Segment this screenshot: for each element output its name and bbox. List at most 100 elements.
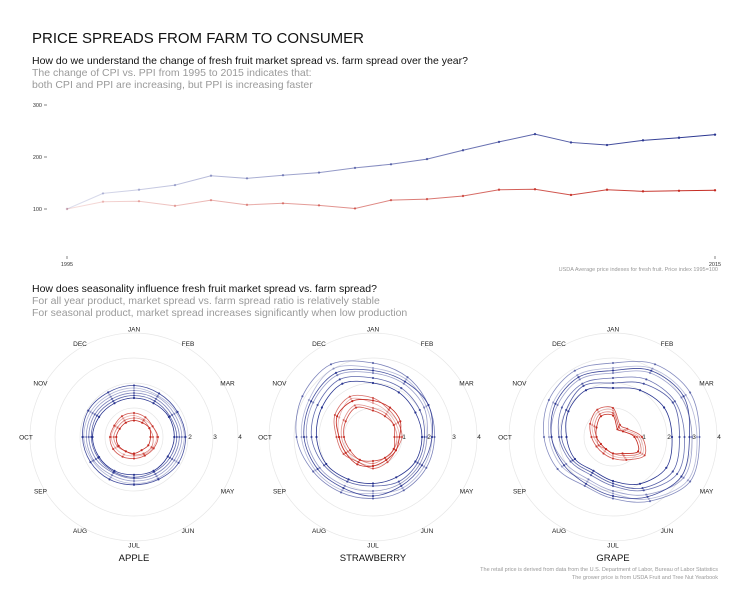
retail-spread-loop-point xyxy=(371,361,375,365)
retail-spread-loop-point xyxy=(312,401,315,404)
line-chart-note: USDA Average price indexes for fresh fru… xyxy=(558,267,718,273)
retail-spread-loop-point xyxy=(325,462,328,466)
grid-ring xyxy=(343,407,403,467)
data-point xyxy=(245,177,249,180)
farm-spread-loop xyxy=(591,408,644,459)
farm-spread-loop-point xyxy=(141,421,144,424)
month-label: OCT xyxy=(498,435,512,442)
month-label: OCT xyxy=(19,435,33,442)
data-point xyxy=(497,188,501,191)
retail-spread-loop-point xyxy=(312,470,315,473)
retail-spread-loop-point xyxy=(646,495,649,498)
retail-spread-loop-point xyxy=(638,482,642,485)
retail-spread-loop-point xyxy=(132,384,136,387)
retail-spread-loop-point xyxy=(401,487,404,490)
month-label: AUG xyxy=(73,528,87,535)
data-point xyxy=(209,174,213,177)
farm-spread-loop-point xyxy=(598,413,601,416)
month-label: AUG xyxy=(552,528,566,535)
retail-spread-loop-point xyxy=(557,435,561,439)
grid-ring xyxy=(79,382,189,492)
month-label: MAR xyxy=(699,381,714,388)
farm-spread-loop-point xyxy=(589,422,592,425)
month-label: DEC xyxy=(312,341,326,348)
retail-spread-loop-point xyxy=(307,398,310,402)
retail-spread-loop-point xyxy=(167,415,170,418)
retail-spread-loop-point xyxy=(347,478,350,481)
farm-spread-loop-point xyxy=(371,462,375,465)
farm-spread-loop-point xyxy=(340,435,343,439)
farm-spread-loop-point xyxy=(395,435,399,439)
retail-spread-loop-point xyxy=(180,435,183,439)
month-label: AUG xyxy=(312,528,326,535)
data-point xyxy=(713,133,717,136)
month-label: DEC xyxy=(73,341,87,348)
retail-spread-loop-point xyxy=(89,461,92,464)
retail-spread-loop-point xyxy=(402,382,405,385)
retail-spread-loop-point xyxy=(371,376,375,380)
retail-spread-loop-point xyxy=(320,406,323,409)
month-label: NOV xyxy=(272,381,287,388)
month-label: DEC xyxy=(552,341,566,348)
data-point xyxy=(317,204,321,207)
farm-spread-loop-point xyxy=(394,422,397,425)
farm-spread-loop-point xyxy=(591,423,594,427)
farm-spread-loop-point xyxy=(371,396,375,400)
farm-spread-loop-point xyxy=(398,435,401,439)
data-point xyxy=(569,141,573,144)
retail-spread-loop-point xyxy=(178,435,181,439)
farm-spread-loop-point xyxy=(371,464,375,468)
farm-spread-loop-point xyxy=(371,401,375,405)
retail-spread-loop-point xyxy=(671,401,674,404)
farm-spread-loop-point xyxy=(349,449,352,452)
month-label: MAY xyxy=(460,489,474,496)
farm-spread-loop-point xyxy=(142,419,145,422)
farm-spread-loop-point xyxy=(617,425,620,429)
farm-spread-loop-point xyxy=(625,458,628,461)
retail-spread-loop-point xyxy=(670,435,674,439)
retail-spread-loop-point xyxy=(683,435,686,439)
data-point xyxy=(425,197,429,201)
farm-spread-loop-point xyxy=(638,435,641,439)
month-label: OCT xyxy=(258,435,272,442)
retail-spread-loop-point xyxy=(542,435,546,439)
retail-spread-loop-point xyxy=(587,478,590,481)
retail-spread-loop-point xyxy=(638,389,642,392)
farm-spread-loop-point xyxy=(346,450,349,453)
month-label: MAR xyxy=(459,381,474,388)
section2-question: How does seasonality influence fresh fru… xyxy=(32,283,377,295)
retail-spread-loop-point xyxy=(175,460,178,463)
retail-spread-loop-point xyxy=(576,374,579,377)
retail-spread-loop-point xyxy=(611,489,615,493)
farm-spread-loop-point xyxy=(611,414,615,417)
month-label: JUN xyxy=(661,528,674,535)
farm-spread-loop-point xyxy=(118,427,121,430)
ring-label: 4 xyxy=(717,434,721,441)
retail-spread-loop-point xyxy=(110,474,114,477)
retail-spread-loop-point xyxy=(334,371,338,374)
retail-spread-loop-point xyxy=(650,369,653,372)
radar-title: GRAPE xyxy=(596,553,629,564)
farm-spread-loop-point xyxy=(122,417,125,420)
retail-spread-loop-point xyxy=(423,406,426,409)
retail-spread-loop-point xyxy=(567,410,570,413)
retail-spread-loop xyxy=(305,371,428,492)
retail-spread-loop-point xyxy=(395,476,398,479)
data-point xyxy=(101,192,105,195)
retail-spread-loop-point xyxy=(310,435,313,439)
retail-spread-loop-point xyxy=(371,484,375,488)
retail-spread-loop-point xyxy=(301,395,304,398)
retail-spread-loop xyxy=(557,376,685,492)
farm-spread-loop-point xyxy=(342,418,345,422)
data-point xyxy=(461,149,465,152)
farm-spread-loop-point xyxy=(358,458,361,461)
data-point xyxy=(173,204,177,208)
farm-spread-loop-point xyxy=(386,461,389,464)
farm-spread-loop-point xyxy=(151,425,154,428)
ring-label: 4 xyxy=(477,434,481,441)
retail-spread-loop-point xyxy=(346,480,349,483)
data-point xyxy=(281,174,285,177)
retail-spread-loop-point xyxy=(589,474,593,477)
data-point xyxy=(245,203,249,207)
